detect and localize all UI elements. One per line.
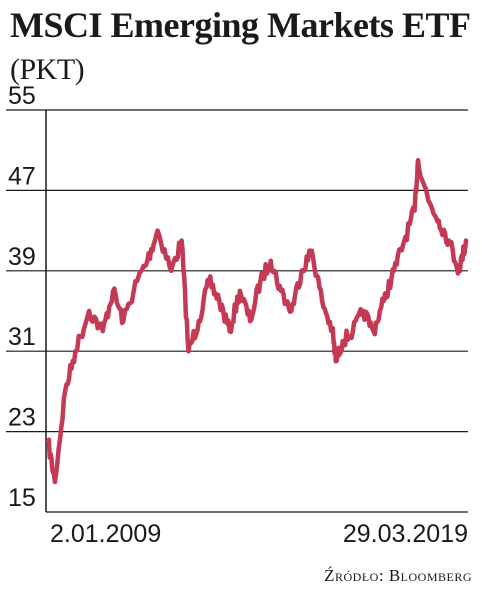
data-point-2013-09 bbox=[237, 288, 243, 294]
data-point-2009-09 bbox=[73, 349, 78, 354]
data-point-2019-03 bbox=[463, 238, 469, 243]
data-point-2019-01 bbox=[456, 268, 462, 273]
data-point-2013-06 bbox=[227, 328, 232, 334]
chart-title: MSCI Emerging Markets ETF (PKT) bbox=[10, 4, 470, 91]
data-point-2016-06 bbox=[350, 328, 356, 334]
data-point-2017-09 bbox=[402, 238, 407, 243]
data-point-2009-06 bbox=[62, 389, 68, 394]
data-point-2018-01 bbox=[415, 158, 421, 163]
data-point-2012-12 bbox=[206, 278, 212, 284]
data-point-2014-12 bbox=[289, 308, 294, 314]
data-point-2018-04 bbox=[426, 198, 431, 203]
y-tick-label-55: 55 bbox=[8, 82, 36, 110]
data-point-2017-06 bbox=[391, 268, 397, 273]
title-text: MSCI Emerging Markets ETF bbox=[10, 5, 470, 45]
y-tick-label-31: 31 bbox=[8, 323, 36, 351]
data-point-2011-09 bbox=[155, 228, 160, 233]
data-point-2018-10 bbox=[446, 238, 452, 243]
series-line bbox=[45, 158, 469, 485]
data-point-2012-09 bbox=[196, 318, 201, 324]
data-point-2012-04 bbox=[179, 238, 184, 243]
data-point-2010-08 bbox=[110, 288, 116, 294]
data-point-2017-12 bbox=[412, 208, 417, 213]
data-point-2012-01 bbox=[169, 268, 174, 273]
y-tick-label-39: 39 bbox=[8, 243, 36, 271]
data-point-2015-06 bbox=[309, 248, 314, 253]
data-point-2011-06 bbox=[145, 258, 150, 263]
data-point-2014-09 bbox=[278, 288, 284, 294]
y-tick-label-23: 23 bbox=[8, 404, 36, 432]
data-point-2010-01 bbox=[86, 308, 92, 314]
data-point-2016-09 bbox=[361, 308, 366, 314]
y-tick-label-47: 47 bbox=[8, 162, 36, 190]
data-point-2009-03 bbox=[52, 479, 58, 485]
data-point-2014-03 bbox=[258, 278, 263, 284]
source-note: Źródło: Bloomberg bbox=[324, 566, 472, 585]
data-point-2015-12 bbox=[330, 328, 335, 334]
data-point-2013-03 bbox=[217, 298, 222, 304]
data-point-2016-03 bbox=[340, 338, 345, 344]
data-point-2018-07 bbox=[436, 218, 441, 223]
data-point-2011-03 bbox=[134, 278, 140, 284]
data-point-2010-05 bbox=[100, 328, 106, 334]
data-point-2010-11 bbox=[121, 318, 126, 324]
data-point-2012-06 bbox=[186, 349, 191, 354]
data-point-2015-09 bbox=[319, 298, 325, 304]
x-tick-label-start: 2.01.2009 bbox=[50, 520, 161, 548]
data-point-2009-01 bbox=[45, 439, 51, 444]
data-point-2016-12 bbox=[371, 328, 376, 334]
data-point-2013-12 bbox=[247, 318, 253, 324]
x-tick-label-end: 29.03.2019 bbox=[343, 520, 468, 548]
data-point-2014-06 bbox=[268, 258, 273, 263]
data-point-2016-01 bbox=[333, 359, 338, 364]
y-tick-label-15: 15 bbox=[8, 484, 36, 512]
title-unit: (PKT) bbox=[10, 53, 85, 86]
data-point-2015-03 bbox=[299, 268, 304, 273]
data-point-2017-03 bbox=[381, 298, 386, 304]
